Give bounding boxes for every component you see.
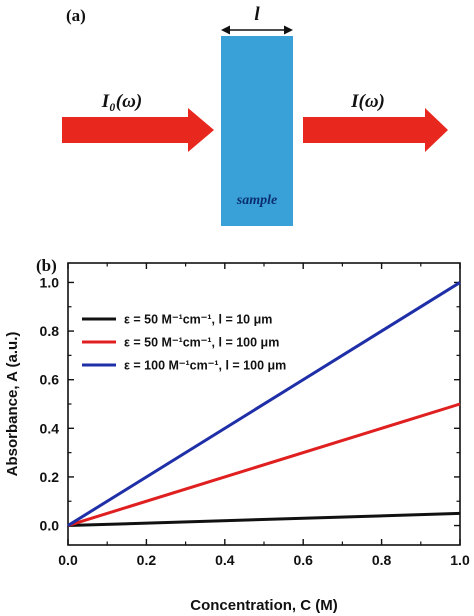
transmitted-beam-arrow bbox=[303, 108, 448, 152]
series-lines bbox=[67, 281, 461, 528]
legend: ε = 50 M⁻¹cm⁻¹, l = 10 μm ε = 50 M⁻¹cm⁻¹,… bbox=[82, 313, 286, 373]
x-tick-label: 0.2 bbox=[137, 552, 157, 568]
y-tick-label: 1.0 bbox=[40, 274, 60, 290]
axis-ticks: 0.0 0.2 0.4 0.6 0.8 1.0 0.0 0.2 0.4 0.6 0.8 1.0 bbox=[40, 263, 470, 568]
incident-beam-arrow bbox=[62, 108, 214, 152]
legend-label: ε = 100 M⁻¹cm⁻¹, l = 100 μm bbox=[124, 359, 286, 373]
x-axis-title: Concentration, C (M) bbox=[190, 597, 338, 614]
x-tick-label: 0.6 bbox=[293, 552, 313, 568]
incident-intensity-label: I₀(ω) bbox=[101, 91, 142, 112]
x-tick-label: 0.4 bbox=[215, 552, 235, 568]
y-axis-title: Absorbance, A (a.u.) bbox=[4, 332, 21, 477]
x-tick-label: 0.8 bbox=[372, 552, 392, 568]
series-line bbox=[67, 281, 461, 527]
x-tick-label: 0.0 bbox=[58, 552, 78, 568]
legend-label: ε = 50 M⁻¹cm⁻¹, l = 100 μm bbox=[124, 336, 279, 350]
series-line bbox=[67, 402, 461, 527]
series-line bbox=[67, 511, 461, 528]
length-dimension bbox=[221, 25, 293, 35]
legend-label: ε = 50 M⁻¹cm⁻¹, l = 10 μm bbox=[124, 313, 272, 327]
length-label: l bbox=[254, 4, 260, 25]
panel-b-label: (b) bbox=[36, 256, 57, 275]
y-tick-label: 0.6 bbox=[40, 372, 60, 388]
y-tick-label: 0.4 bbox=[40, 420, 60, 436]
y-tick-label: 0.2 bbox=[40, 469, 60, 485]
absorbance-chart: 0.0 0.2 0.4 0.6 0.8 1.0 0.0 0.2 0.4 0.6 0.8 1.0 ε =… bbox=[4, 262, 470, 614]
y-tick-label: 0.0 bbox=[40, 518, 60, 534]
y-tick-label: 0.8 bbox=[40, 323, 60, 339]
absorption-schematic: l sample I₀(ω) I(ω) bbox=[62, 4, 448, 226]
sample-label: sample bbox=[236, 193, 277, 208]
panel-a-label: (a) bbox=[66, 6, 86, 25]
transmitted-intensity-label: I(ω) bbox=[350, 91, 385, 112]
x-tick-label: 1.0 bbox=[450, 552, 470, 568]
sample-slab bbox=[221, 36, 293, 226]
